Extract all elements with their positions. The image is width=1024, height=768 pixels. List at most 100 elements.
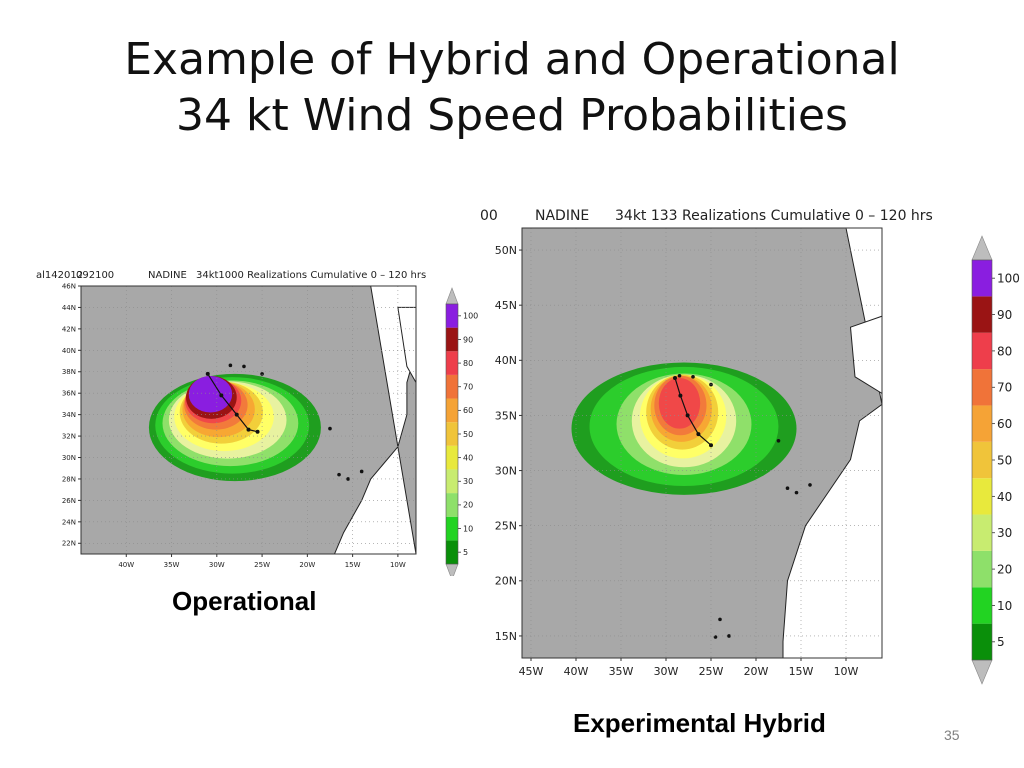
island xyxy=(785,486,790,491)
colorbar-label: 20 xyxy=(463,501,473,510)
lat-tick-label: 50N xyxy=(495,244,517,257)
colorbar-label: 80 xyxy=(463,359,473,368)
track-point xyxy=(234,412,239,417)
colorbar-swatch xyxy=(446,351,458,375)
colorbar-swatch xyxy=(446,374,458,399)
island xyxy=(328,426,332,431)
lon-tick-label: 25W xyxy=(254,561,270,569)
colorbar-label: 100 xyxy=(997,272,1020,286)
lat-tick-label: 42N xyxy=(62,325,76,333)
island xyxy=(776,438,781,443)
map-header-storm: NADINE xyxy=(148,270,187,281)
island xyxy=(228,363,233,368)
map-header-storm: NADINE xyxy=(535,208,589,224)
colorbar-label: 5 xyxy=(997,635,1005,649)
lat-tick-label: 28N xyxy=(62,475,76,483)
lat-tick-label: 22N xyxy=(62,540,76,548)
lat-tick-label: 46N xyxy=(62,282,76,290)
hybrid-map-chart: 00 NADINE 34kt 133 Realizations Cumulative… xyxy=(480,208,1020,685)
colorbar-bottom-arrow xyxy=(971,659,993,685)
lat-tick-label: 24N xyxy=(62,518,76,526)
island xyxy=(691,375,695,379)
colorbar-label: 50 xyxy=(463,430,473,439)
lat-tick-label: 25N xyxy=(495,520,517,533)
colorbar-bottom-arrow xyxy=(445,563,459,576)
track-point xyxy=(219,393,224,398)
colorbar-swatch xyxy=(972,260,992,297)
colorbar-label: 70 xyxy=(463,383,473,392)
colorbar-swatch xyxy=(446,327,458,352)
colorbar-swatch xyxy=(972,514,992,551)
track-point xyxy=(673,375,677,380)
island xyxy=(794,490,799,495)
lat-tick-label: 30N xyxy=(495,464,517,477)
lon-tick-label: 35W xyxy=(609,665,634,678)
colorbar-swatch xyxy=(972,478,992,515)
island xyxy=(677,373,682,378)
colorbar-swatch xyxy=(446,516,458,541)
lat-tick-label: 30N xyxy=(62,454,76,462)
island xyxy=(727,634,731,638)
lon-tick-label: 45W xyxy=(519,665,544,678)
track-point xyxy=(255,429,260,434)
lon-tick-label: 15W xyxy=(789,665,814,678)
lon-tick-label: 10W xyxy=(834,665,859,678)
colorbar-swatch xyxy=(972,441,992,479)
track-point xyxy=(709,443,713,448)
map-header-time: 092100 xyxy=(76,270,114,281)
lat-tick-label: 40N xyxy=(62,347,76,355)
lon-tick-label: 40W xyxy=(564,665,589,678)
colorbar-swatch xyxy=(446,398,458,423)
hybrid-caption: Experimental Hybrid xyxy=(573,708,826,738)
track-point xyxy=(696,432,701,437)
track-point xyxy=(246,427,251,432)
lat-tick-label: 40N xyxy=(495,354,517,367)
colorbar-swatch xyxy=(446,304,458,328)
lat-tick-label: 20N xyxy=(495,575,517,588)
map-header-id: al142012 xyxy=(36,270,83,281)
colorbar-label: 90 xyxy=(463,335,473,344)
map-frame xyxy=(521,227,883,659)
lon-tick-label: 35W xyxy=(164,561,180,569)
map-layers xyxy=(522,228,882,658)
lat-tick-label: 38N xyxy=(62,368,76,376)
map-header-desc: 34kt1000 Realizations Cumulative 0 – 120… xyxy=(196,270,426,281)
lat-tick-label: 45N xyxy=(495,299,517,312)
colorbar-label: 50 xyxy=(997,453,1012,467)
colorbar-swatch xyxy=(972,405,992,442)
lat-tick-label: 35N xyxy=(495,409,517,422)
map-layers xyxy=(81,286,416,554)
colorbar-swatch xyxy=(972,332,992,370)
colorbar-top-arrow xyxy=(445,287,459,305)
contour-80 xyxy=(658,377,701,429)
lon-tick-label: 20W xyxy=(744,665,769,678)
colorbar-label: 70 xyxy=(997,381,1012,395)
map-frame xyxy=(80,285,417,555)
island xyxy=(808,483,812,487)
lon-tick-label: 15W xyxy=(345,561,361,569)
colorbar-label: 10 xyxy=(463,524,473,533)
africa-land xyxy=(782,228,882,658)
colorbar-swatch xyxy=(972,587,992,624)
colorbar-label: 5 xyxy=(463,548,468,557)
colorbar-label: 30 xyxy=(463,477,473,486)
colorbar-label: 100 xyxy=(463,312,478,321)
lat-tick-label: 36N xyxy=(62,390,76,398)
colorbar-swatch xyxy=(446,469,458,494)
slide-title: Example of Hybrid and Operational 34 kt … xyxy=(0,32,1024,144)
africa-land xyxy=(333,286,416,554)
island xyxy=(260,372,264,376)
colorbar-frame xyxy=(971,259,993,661)
lon-tick-label: 30W xyxy=(209,561,225,569)
island xyxy=(346,477,350,481)
island xyxy=(359,469,364,474)
lat-tick-label: 34N xyxy=(62,411,76,419)
operational-caption: Operational xyxy=(172,586,317,616)
lat-tick-label: 44N xyxy=(62,304,76,312)
colorbar-swatch xyxy=(972,296,992,333)
colorbar-label: 60 xyxy=(997,417,1012,431)
track-point xyxy=(678,393,683,398)
track-point xyxy=(685,413,690,418)
colorbar-swatch xyxy=(446,445,458,470)
